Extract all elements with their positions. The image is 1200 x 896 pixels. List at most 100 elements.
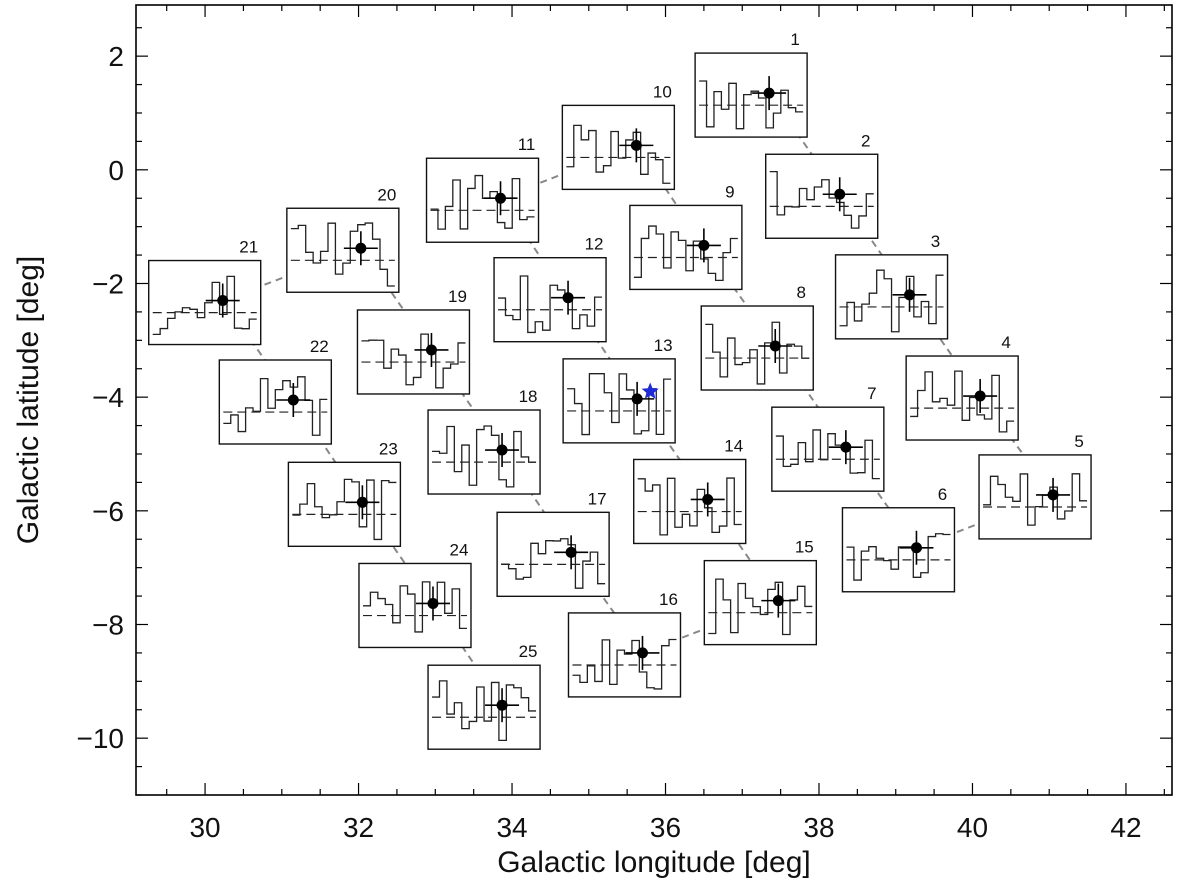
x-tick-label: 42 bbox=[1110, 812, 1141, 843]
field-inset: 7 bbox=[771, 384, 885, 492]
inset-spectrum bbox=[292, 478, 397, 541]
inset-frame bbox=[633, 458, 747, 545]
field-inset: 21 bbox=[148, 238, 262, 346]
field-label: 5 bbox=[1074, 432, 1083, 451]
data-point bbox=[702, 493, 714, 505]
field-label: 17 bbox=[588, 489, 607, 508]
field-inset: 15 bbox=[703, 538, 818, 646]
field-label: 22 bbox=[310, 337, 329, 356]
field-inset: 8 bbox=[700, 283, 814, 391]
inset-spectrum bbox=[705, 321, 810, 385]
inset-frame bbox=[703, 559, 818, 646]
field-inset: 20 bbox=[286, 185, 400, 293]
inset-frame bbox=[567, 612, 682, 698]
field-inset: 25 bbox=[427, 642, 541, 750]
field-inset: 18 bbox=[427, 387, 541, 495]
x-axis-title: Galactic longitude [deg] bbox=[497, 846, 811, 879]
field-label: 18 bbox=[519, 387, 538, 406]
inset-spectrum bbox=[637, 477, 742, 536]
data-point bbox=[427, 597, 439, 609]
field-label: 20 bbox=[377, 185, 396, 204]
x-tick-label: 36 bbox=[650, 812, 681, 843]
data-point bbox=[287, 394, 299, 406]
field-inset: 6 bbox=[841, 485, 956, 593]
field-label: 12 bbox=[585, 235, 604, 254]
data-point bbox=[217, 295, 229, 307]
plot-frame bbox=[135, 4, 1173, 796]
inset-spectrum bbox=[839, 269, 944, 333]
inset-frame bbox=[427, 409, 541, 495]
field-label: 9 bbox=[725, 182, 734, 201]
x-tick-label: 34 bbox=[496, 812, 527, 843]
field-inset: 17 bbox=[496, 489, 610, 598]
inset-spectrum bbox=[775, 429, 880, 480]
field-label: 14 bbox=[724, 436, 743, 455]
field-label: 16 bbox=[659, 590, 678, 609]
field-label: 19 bbox=[448, 287, 467, 306]
y-tick-label: −8 bbox=[92, 609, 124, 640]
inset-spectrum bbox=[432, 680, 537, 742]
data-point bbox=[631, 393, 643, 405]
field-label: 6 bbox=[938, 485, 947, 504]
inset-frame bbox=[978, 454, 1092, 540]
field-label: 1 bbox=[790, 30, 799, 49]
data-point bbox=[769, 340, 781, 352]
data-point bbox=[495, 192, 507, 204]
data-point bbox=[496, 444, 508, 456]
field-inset: 3 bbox=[834, 232, 949, 340]
field-inset: 9 bbox=[629, 182, 743, 291]
inset-spectrum bbox=[572, 638, 677, 690]
field-inset: 16 bbox=[567, 590, 682, 698]
field-inset: 12 bbox=[493, 235, 607, 343]
data-point bbox=[1047, 489, 1059, 501]
data-point bbox=[840, 441, 852, 453]
field-label: 24 bbox=[450, 540, 469, 559]
data-point bbox=[355, 242, 367, 254]
field-label: 3 bbox=[931, 232, 940, 251]
data-point bbox=[425, 344, 437, 356]
inset-spectrum bbox=[430, 174, 535, 230]
star-marker bbox=[641, 382, 659, 399]
field-label: 15 bbox=[795, 538, 814, 557]
field-label: 11 bbox=[518, 135, 536, 154]
field-inset: 5 bbox=[978, 432, 1092, 540]
inset-spectrum bbox=[769, 171, 874, 229]
inset-spectrum bbox=[501, 538, 606, 589]
field-insets: 1234567891011121314151617181920212223242… bbox=[148, 30, 1092, 750]
data-point bbox=[630, 139, 642, 151]
field-inset: 19 bbox=[356, 287, 471, 395]
x-tick-label: 40 bbox=[957, 812, 988, 843]
field-label: 10 bbox=[653, 82, 672, 101]
data-point bbox=[772, 595, 784, 607]
inset-frame bbox=[286, 207, 400, 293]
data-point bbox=[904, 289, 916, 301]
field-inset: 23 bbox=[287, 439, 402, 548]
x-tick-label: 38 bbox=[803, 812, 834, 843]
inset-spectrum bbox=[566, 124, 671, 184]
field-label: 23 bbox=[379, 439, 398, 458]
inset-spectrum bbox=[361, 333, 466, 389]
inset-spectrum bbox=[152, 275, 257, 336]
y-axis-title: Galactic latitude [deg] bbox=[12, 256, 45, 545]
data-point bbox=[834, 188, 846, 200]
data-point bbox=[496, 699, 508, 711]
inset-spectrum bbox=[498, 275, 603, 334]
y-tick-label: −6 bbox=[92, 496, 124, 527]
y-tick-label: 0 bbox=[108, 155, 124, 186]
field-inset: 22 bbox=[218, 337, 333, 445]
data-point bbox=[565, 546, 577, 558]
data-point bbox=[763, 87, 775, 99]
y-tick-label: −4 bbox=[92, 382, 124, 413]
inset-spectrum bbox=[699, 80, 804, 130]
inset-spectrum bbox=[633, 225, 738, 282]
field-inset: 24 bbox=[358, 540, 472, 649]
inset-spectrum bbox=[983, 473, 1088, 526]
inset-spectrum bbox=[362, 581, 467, 633]
field-label: 21 bbox=[239, 238, 258, 257]
data-point bbox=[698, 239, 710, 251]
field-inset: 2 bbox=[765, 131, 879, 239]
field-inset: 4 bbox=[905, 333, 1019, 441]
field-label: 4 bbox=[1001, 333, 1010, 352]
